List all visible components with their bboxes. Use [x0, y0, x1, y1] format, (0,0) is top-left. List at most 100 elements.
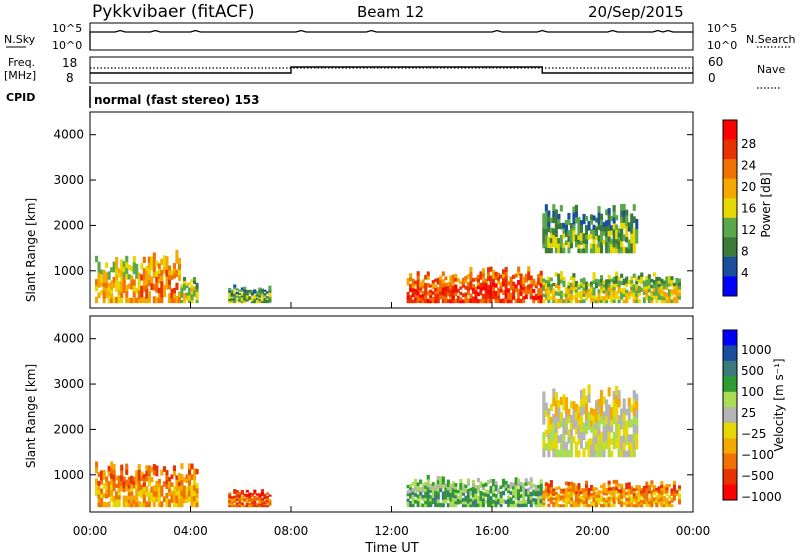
- heatmap-cell: [107, 283, 111, 288]
- heatmap-cell: [451, 292, 455, 297]
- heatmap-cell: [160, 275, 164, 282]
- heatmap-cell: [645, 484, 649, 489]
- heatmap-cell: [449, 486, 453, 491]
- heatmap-cell: [564, 497, 568, 501]
- heatmap-cell: [110, 489, 114, 496]
- heatmap-cell: [554, 236, 558, 243]
- heatmap-cell: [167, 297, 171, 304]
- heatmap-cell: [670, 490, 674, 494]
- heatmap-cell: [190, 485, 194, 491]
- heatmap-cell: [145, 284, 149, 290]
- heatmap-cell: [255, 292, 259, 296]
- heatmap-cell: [165, 282, 169, 290]
- heatmap-cell: [539, 483, 543, 488]
- heatmap-cell: [645, 279, 649, 284]
- heatmap-cell: [424, 482, 428, 486]
- heatmap-cell: [434, 296, 438, 301]
- heatmap-cell: [248, 499, 252, 502]
- heatmap-cell: [607, 294, 611, 300]
- heatmap-cell: [655, 287, 659, 293]
- heatmap-cell: [125, 255, 129, 263]
- heatmap-cell: [474, 299, 478, 304]
- heatmap-cell: [431, 282, 435, 287]
- heatmap-cell: [670, 292, 674, 297]
- heatmap-cell: [474, 501, 478, 505]
- heatmap-cell: [107, 290, 111, 296]
- heatmap-cell: [233, 298, 237, 301]
- heatmap-cell: [617, 286, 621, 291]
- heatmap-cell: [539, 290, 543, 296]
- heatmap-cell: [429, 495, 433, 499]
- heatmap-cell: [95, 478, 99, 485]
- heatmap-cell: [645, 276, 649, 280]
- heatmap-cell: [444, 487, 448, 492]
- heatmap-cell: [188, 490, 192, 497]
- heatmap-cell: [512, 494, 516, 499]
- heatmap-cell: [155, 281, 159, 288]
- heatmap-cell: [557, 238, 561, 244]
- heatmap-cell: [602, 280, 606, 285]
- heatmap-cell: [150, 466, 154, 473]
- heatmap-cell: [539, 491, 543, 496]
- heatmap-cell: [517, 271, 521, 277]
- heatmap-cell: [564, 232, 568, 237]
- heatmap-cell: [459, 485, 463, 490]
- heatmap-cell: [446, 479, 450, 484]
- heatmap-cell: [612, 299, 616, 304]
- heatmap-cell: [635, 219, 639, 225]
- heatmap-cell: [554, 247, 558, 254]
- heatmap-cell: [100, 502, 104, 508]
- heatmap-cell: [635, 409, 639, 418]
- heatmap-cell: [665, 492, 669, 496]
- heatmap-cell: [253, 291, 257, 294]
- heatmap-cell: [268, 300, 272, 304]
- heatmap-cell: [564, 224, 568, 229]
- heatmap-cell: [572, 218, 576, 225]
- heatmap-cell: [95, 484, 99, 491]
- heatmap-cell: [165, 479, 169, 485]
- heatmap-cell: [444, 299, 448, 304]
- heatmap-cell: [165, 276, 169, 284]
- heatmap-cell: [585, 426, 589, 435]
- heatmap-cell: [549, 496, 553, 501]
- heatmap-cell: [125, 479, 129, 486]
- heatmap-cell: [544, 204, 548, 211]
- heatmap-cell: [449, 492, 453, 496]
- heatmap-cell: [157, 502, 161, 508]
- heatmap-cell: [595, 400, 599, 408]
- heatmap-cell: [107, 275, 111, 280]
- heatmap-cell: [612, 246, 616, 254]
- heatmap-cell: [132, 476, 136, 482]
- heatmap-cell: [665, 276, 669, 281]
- heatmap-cell: [406, 501, 410, 505]
- heatmap-cell: [652, 488, 656, 492]
- heatmap-cell: [549, 499, 553, 504]
- heatmap-cell: [620, 495, 624, 499]
- heatmap-cell: [253, 498, 257, 501]
- heatmap-cell: [597, 223, 601, 230]
- heatmap-cell: [582, 500, 586, 505]
- heatmap-cell: [539, 270, 543, 276]
- heatmap-cell: [617, 489, 621, 493]
- heatmap-cell: [597, 449, 601, 458]
- heatmap-cell: [424, 491, 428, 495]
- heatmap-cell: [625, 209, 629, 216]
- heatmap-cell: [180, 474, 184, 480]
- heatmap-cell: [557, 499, 561, 503]
- heatmap-cell: [635, 495, 639, 500]
- heatmap-cell: [574, 204, 578, 212]
- heatmap-cell: [434, 500, 438, 504]
- heatmap-cell: [549, 247, 553, 254]
- heatmap-cell: [125, 485, 129, 492]
- heatmap-cell: [115, 279, 119, 287]
- heatmap-cell: [592, 243, 596, 249]
- heatmap-cell: [424, 286, 428, 292]
- heatmap-cell: [170, 474, 174, 479]
- heatmap-cell: [449, 503, 453, 508]
- heatmap-cell: [647, 274, 651, 279]
- heatmap-cell: [421, 489, 425, 493]
- heatmap-cell: [625, 220, 629, 227]
- heatmap-cell: [130, 483, 134, 488]
- heatmap-cell: [434, 293, 438, 298]
